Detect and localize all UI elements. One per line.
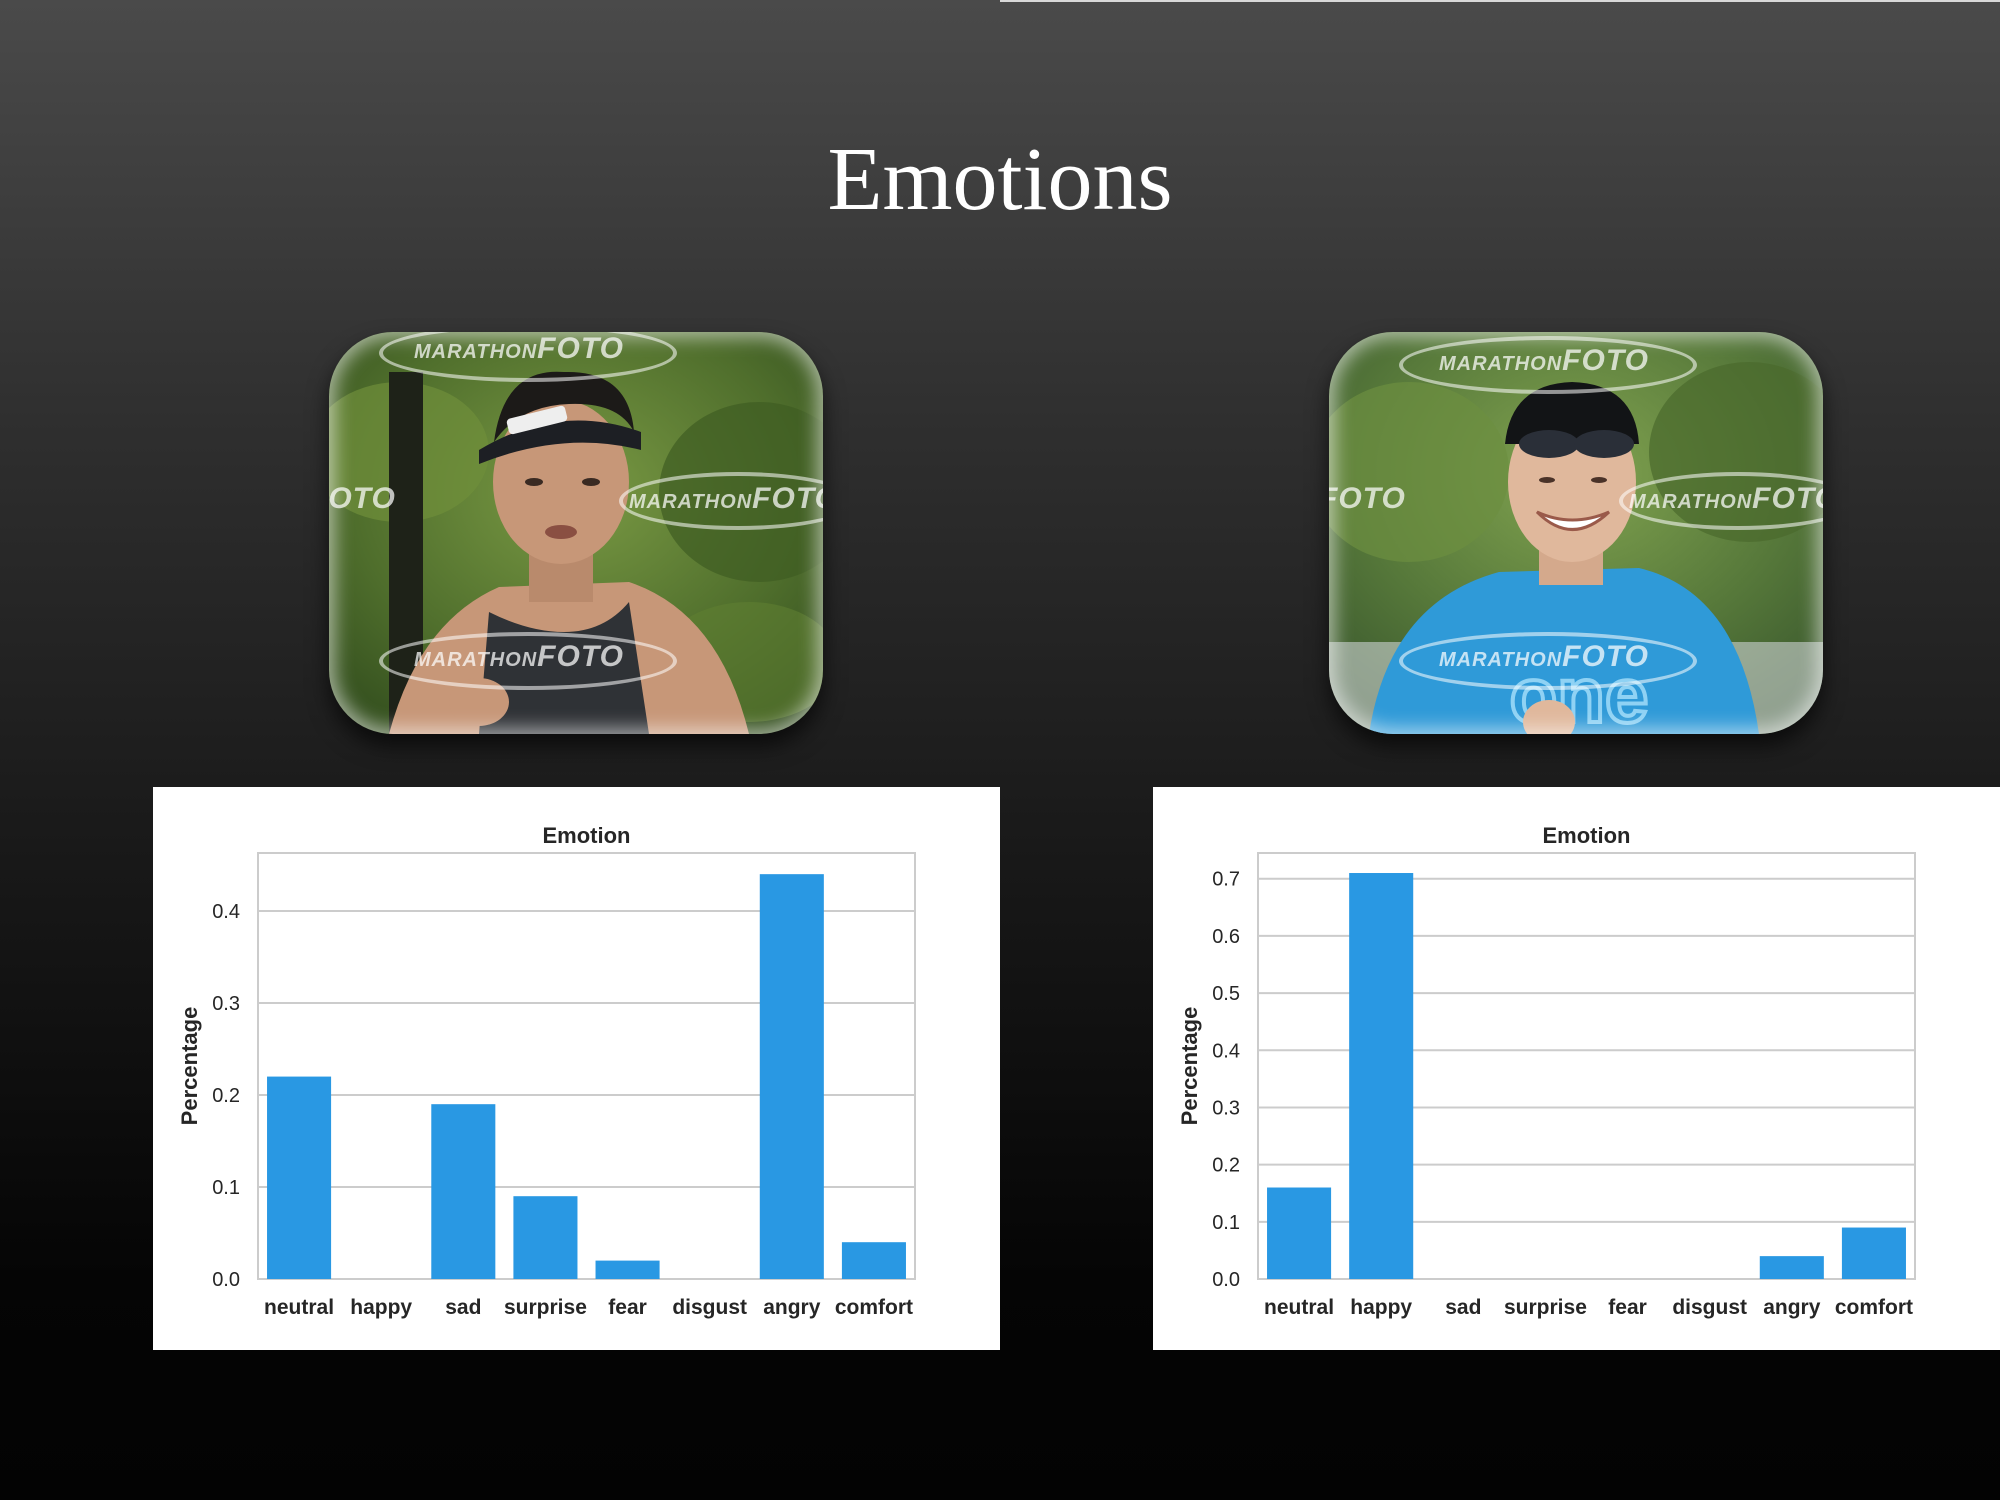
slide-title: Emotions (827, 130, 1173, 229)
watermark: MARATHONFOTO (414, 640, 624, 673)
y-tick-label: 0.1 (1212, 1212, 1240, 1234)
x-tick-label: sad (1445, 1296, 1481, 1319)
x-tick-label: fear (1608, 1296, 1647, 1319)
y-tick-label: 0.2 (212, 1085, 240, 1107)
x-tick-label: neutral (1264, 1296, 1334, 1319)
y-tick-label: 0.7 (1212, 869, 1240, 891)
watermark-ring (619, 472, 823, 530)
y-tick-label: 0.0 (1212, 1269, 1240, 1291)
chart-title: Emotion (543, 823, 631, 848)
y-tick-label: 0.0 (212, 1269, 240, 1291)
chart-title: Emotion (1543, 823, 1631, 848)
x-tick-label: neutral (264, 1296, 334, 1319)
bar-fear (595, 1260, 660, 1279)
bar-sad (431, 1104, 496, 1279)
runner-photo-left: MARATHONFOTO FOTO MARATHONFOTO MARATHONF… (329, 332, 823, 734)
bar-neutral (1267, 1187, 1332, 1279)
y-tick-label: 0.3 (212, 993, 240, 1015)
emotion-chart-right-svg: 0.0 0.1 0.2 0.3 0.4 0.5 0.6 0.7 neutral happy sad s… (1177, 823, 1916, 1319)
y-axis-label: Percentage (1177, 1007, 1202, 1126)
x-tick-label: comfort (835, 1296, 913, 1319)
watermark-ring (379, 332, 677, 382)
x-tick-label: fear (608, 1296, 647, 1319)
x-tick-label: happy (350, 1296, 412, 1319)
emotion-chart-left-svg: 0.0 0.1 0.2 0.3 0.4 neutral happy sad surprise fe… (177, 823, 916, 1319)
watermark-ring (1619, 472, 1823, 530)
y-tick-label: 0.3 (1212, 1097, 1240, 1119)
watermark: MARATHONFOTO (1439, 344, 1649, 377)
x-tick-label: surprise (504, 1296, 587, 1319)
bar-happy (1349, 873, 1414, 1279)
x-tick-label: happy (1350, 1296, 1412, 1319)
watermark: MARATHONFOTO (1439, 640, 1649, 673)
bar-angry (1759, 1256, 1824, 1279)
watermark-ring (1399, 336, 1697, 394)
y-tick-label: 0.4 (1212, 1040, 1240, 1062)
runner-photo-right: one MARATHONFOTO FOTO MARATHONFOTO MARAT… (1329, 332, 1823, 734)
watermark: FOTO (329, 482, 396, 515)
emotion-chart-left: 0.0 0.1 0.2 0.3 0.4 neutral happy sad surprise fe… (153, 787, 1000, 1350)
bar-comfort (841, 1242, 906, 1279)
x-tick-label: disgust (672, 1296, 747, 1319)
y-tick-label: 0.5 (1212, 983, 1240, 1005)
y-tick-label: 0.6 (1212, 926, 1240, 948)
x-tick-label: sad (445, 1296, 481, 1319)
bar-neutral (267, 1076, 332, 1279)
watermark: MARATHONFOTO (414, 332, 624, 365)
x-tick-label: angry (1763, 1296, 1821, 1319)
watermark: MARATHONFOTO (629, 482, 823, 515)
x-tick-label: disgust (1672, 1296, 1747, 1319)
x-tick-label: comfort (1835, 1296, 1913, 1319)
watermark-ring (1399, 632, 1697, 690)
watermark-ring (379, 632, 677, 690)
bar-angry (759, 874, 824, 1279)
top-divider-line (1000, 0, 2000, 2)
watermark: MARATHONFOTO (1629, 482, 1823, 515)
y-tick-label: 0.4 (212, 901, 240, 923)
x-tick-label: surprise (1504, 1296, 1587, 1319)
bar-surprise (513, 1196, 578, 1279)
y-tick-label: 0.2 (1212, 1155, 1240, 1177)
y-tick-label: 0.1 (212, 1177, 240, 1199)
emotion-chart-right: 0.0 0.1 0.2 0.3 0.4 0.5 0.6 0.7 neutral happy sad s… (1153, 787, 2000, 1350)
watermark: FOTO (1329, 482, 1406, 515)
x-tick-label: angry (763, 1296, 821, 1319)
bar-comfort (1841, 1227, 1906, 1279)
y-axis-label: Percentage (177, 1007, 202, 1126)
